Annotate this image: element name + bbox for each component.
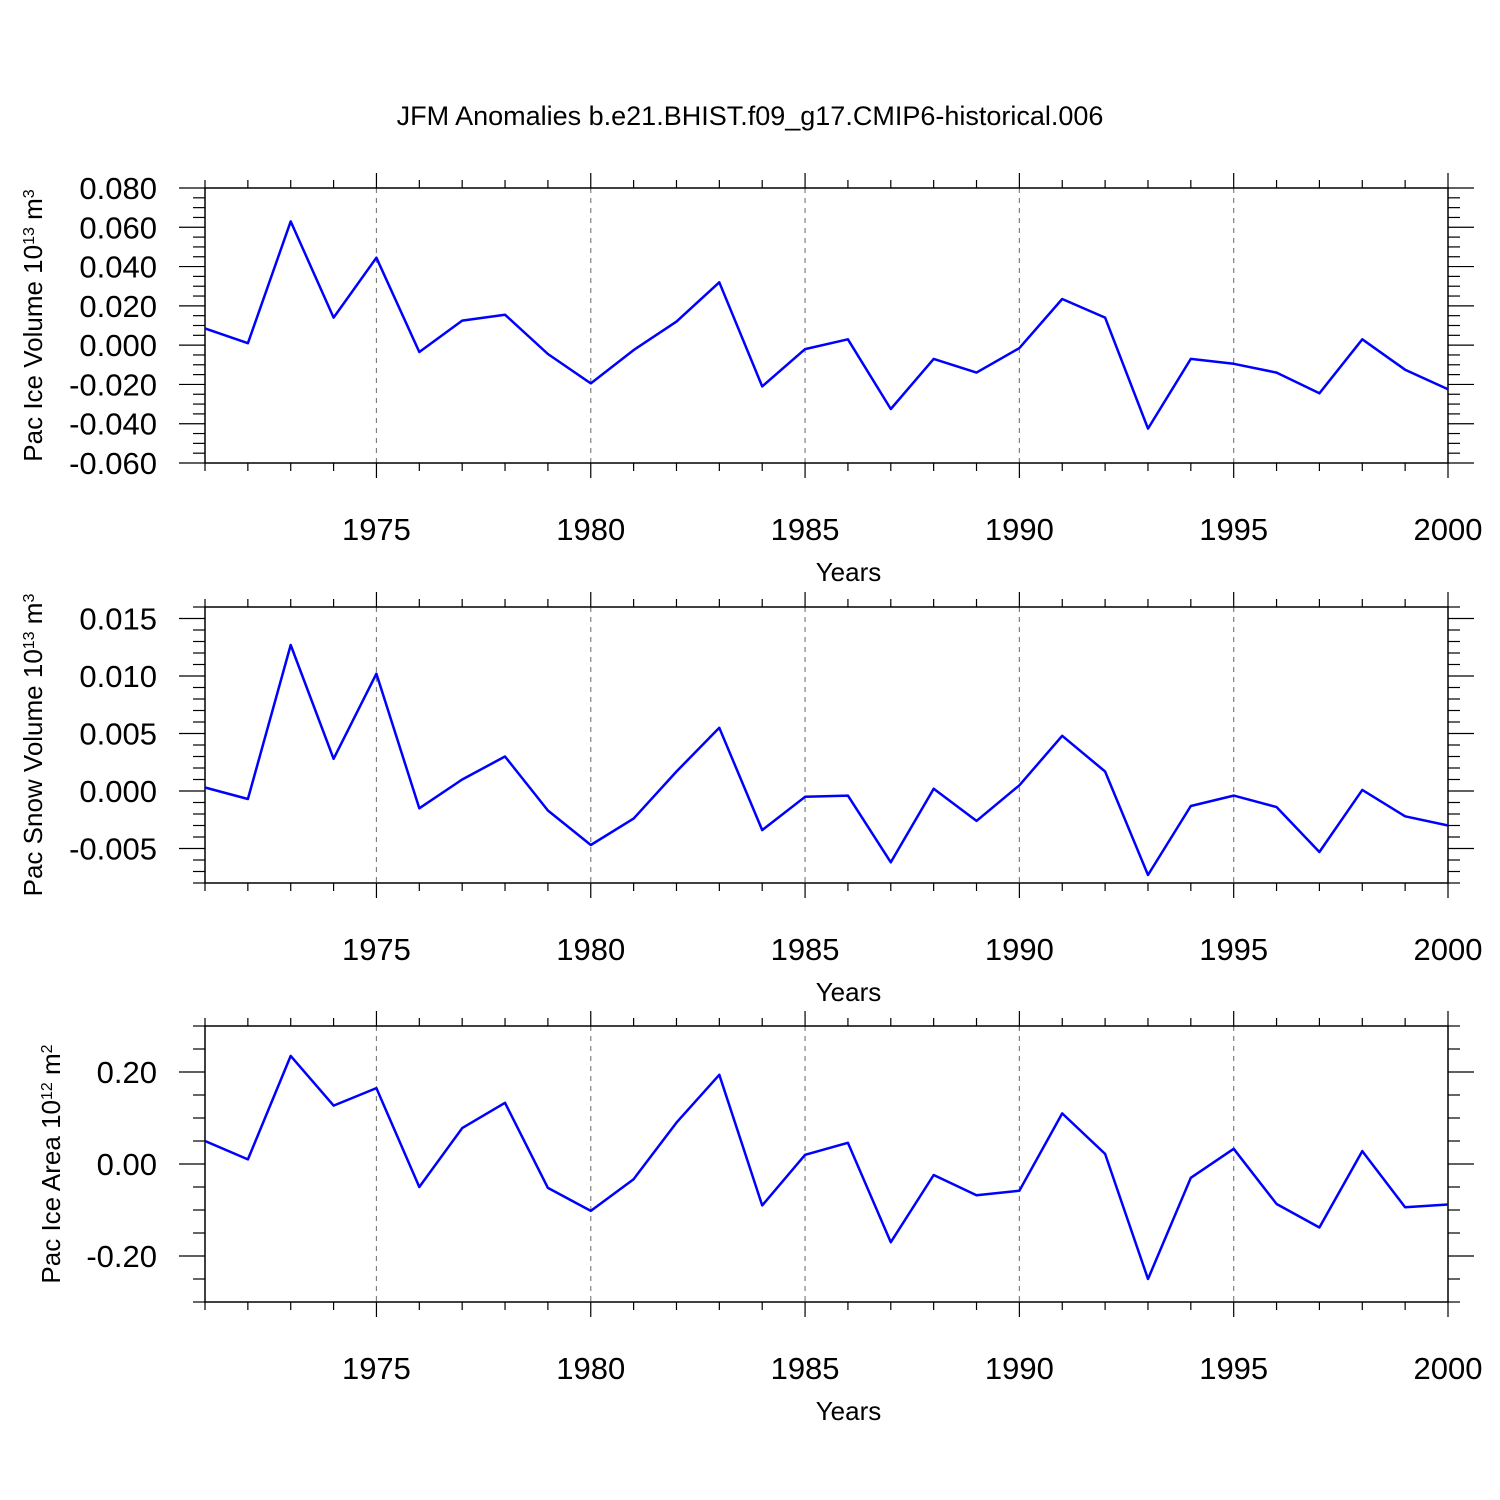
x-tick-label: 1990 — [985, 932, 1054, 967]
x-tick-label: 1985 — [771, 932, 840, 967]
x-tick-label: 2000 — [1414, 512, 1483, 547]
x-tick-label: 1995 — [1199, 1351, 1268, 1386]
y-tick-label: 0.010 — [79, 659, 157, 694]
y-tick-label: 0.080 — [79, 171, 157, 206]
y-tick-label: 0.015 — [79, 602, 157, 637]
x-tick-label: 1980 — [556, 932, 625, 967]
x-axis-label: Years — [816, 1396, 882, 1426]
y-tick-label: -0.005 — [69, 832, 157, 867]
x-tick-label: 1975 — [342, 1351, 411, 1386]
y-tick-label: -0.020 — [69, 367, 157, 402]
x-tick-label: 1980 — [556, 512, 625, 547]
plot-frame — [204, 187, 1449, 464]
x-tick-label: 1985 — [771, 512, 840, 547]
panel-3: 0.20 0.00 -0.20 1975 1980 1985 1990 1995 2000 Yea… — [36, 1011, 1482, 1426]
chart-title: JFM Anomalies b.e21.BHIST.f09_g17.CMIP6-… — [397, 101, 1104, 131]
y-tick-label: -0.20 — [86, 1239, 157, 1274]
x-tick-label: 1995 — [1199, 932, 1268, 967]
y-tick-label: 0.040 — [79, 250, 157, 285]
y-tick-label: 0.020 — [79, 289, 157, 324]
x-tick-label: 2000 — [1414, 1351, 1483, 1386]
x-axis-label: Years — [816, 557, 882, 587]
series-line — [204, 1054, 1449, 1281]
y-tick-label: -0.040 — [69, 407, 157, 442]
x-tick-label: 1990 — [985, 1351, 1054, 1386]
y-tick-label: 0.060 — [79, 210, 157, 245]
y-axis-label: Pac Snow Volume 1013 m3 — [18, 594, 48, 897]
series-line — [204, 220, 1449, 430]
y-tick-label: 0.20 — [97, 1055, 157, 1090]
y-tick-label: 0.005 — [79, 717, 157, 752]
x-tick-label: 1990 — [985, 512, 1054, 547]
panel-1: 0.080 0.060 0.040 0.020 0.000 -0.020 -0.040 -0.… — [18, 171, 1482, 587]
y-axis-label: Pac Ice Volume 1013 m3 — [18, 189, 48, 462]
x-tick-label: 1995 — [1199, 512, 1268, 547]
y-tick-label: 0.00 — [97, 1147, 157, 1182]
plot-frame — [204, 1025, 1449, 1303]
x-tick-label: 1975 — [342, 932, 411, 967]
plot-frame — [204, 606, 1449, 884]
y-tick-label: 0.000 — [79, 328, 157, 363]
x-tick-label: 1985 — [771, 1351, 840, 1386]
series-line — [204, 643, 1449, 877]
y-tick-label: 0.000 — [79, 774, 157, 809]
x-axis-label: Years — [816, 977, 882, 1007]
x-tick-label: 1980 — [556, 1351, 625, 1386]
y-axis-label: Pac Ice Area 1012 m2 — [36, 1044, 66, 1283]
y-tick-label: -0.060 — [69, 446, 157, 481]
x-tick-label: 1975 — [342, 512, 411, 547]
x-tick-label: 2000 — [1414, 932, 1483, 967]
panel-2: 0.015 0.010 0.005 0.000 -0.005 1975 1980 1985 19… — [18, 592, 1482, 1007]
